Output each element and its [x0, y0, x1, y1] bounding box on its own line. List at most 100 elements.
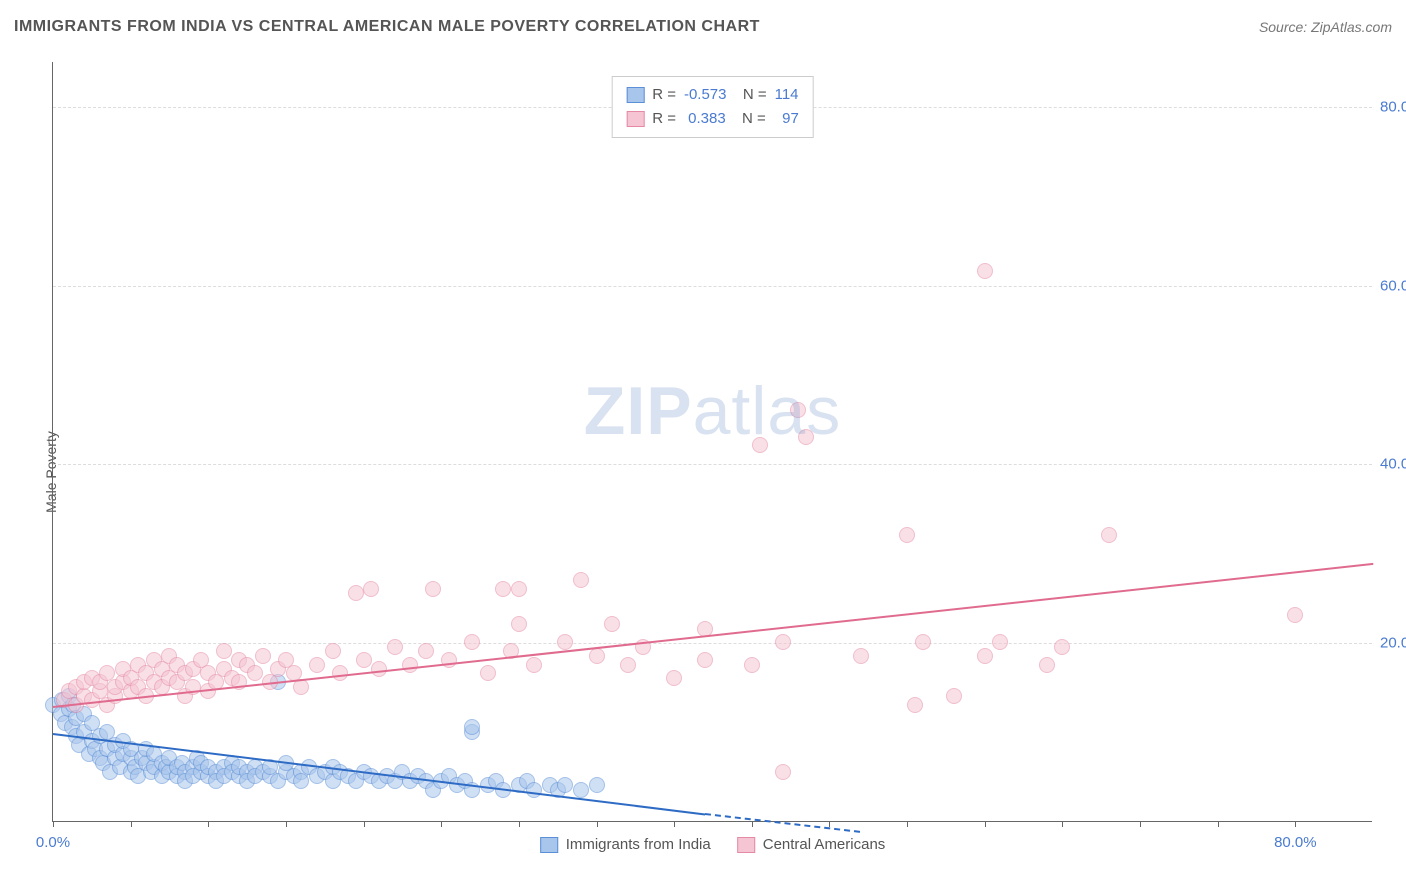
data-point — [495, 581, 511, 597]
watermark-light: atlas — [693, 373, 842, 449]
source-label: Source: ZipAtlas.com — [1259, 19, 1392, 35]
data-point — [1054, 639, 1070, 655]
data-point — [744, 657, 760, 673]
data-point — [557, 634, 573, 650]
legend-row-india: R = -0.573 N = 114 — [626, 83, 799, 107]
data-point — [946, 688, 962, 704]
data-point — [1039, 657, 1055, 673]
data-point — [526, 782, 542, 798]
legend-label-india: Immigrants from India — [566, 836, 711, 853]
data-point — [798, 429, 814, 445]
trend-line — [53, 563, 1373, 708]
x-tick — [674, 821, 675, 827]
data-point — [1287, 607, 1303, 623]
y-tick-label: 80.0% — [1380, 98, 1406, 115]
x-tick — [907, 821, 908, 827]
swatch-india — [626, 87, 644, 103]
data-point — [418, 643, 434, 659]
stat-n-label: N = — [734, 107, 766, 131]
x-tick — [1218, 821, 1219, 827]
data-point — [853, 648, 869, 664]
data-point — [899, 527, 915, 543]
x-tick — [752, 821, 753, 827]
stat-r-label: R = — [652, 107, 676, 131]
data-point — [620, 657, 636, 673]
gridline — [53, 464, 1372, 465]
data-point — [790, 402, 806, 418]
stat-n-val-india: 114 — [775, 83, 799, 107]
swatch-central-icon — [737, 837, 755, 853]
gridline — [53, 643, 1372, 644]
data-point — [666, 670, 682, 686]
x-tick — [985, 821, 986, 827]
x-tick — [519, 821, 520, 827]
data-point — [992, 634, 1008, 650]
stat-n-label: N = — [735, 83, 767, 107]
data-point — [464, 634, 480, 650]
header: IMMIGRANTS FROM INDIA VS CENTRAL AMERICA… — [14, 18, 1392, 36]
correlation-legend: R = -0.573 N = 114 R = 0.383 N = 97 — [611, 76, 814, 138]
trend-line — [705, 813, 861, 833]
x-tick — [597, 821, 598, 827]
x-tick-label: 80.0% — [1274, 834, 1317, 851]
data-point — [247, 665, 263, 681]
data-point — [977, 648, 993, 664]
data-point — [589, 777, 605, 793]
swatch-india-icon — [540, 837, 558, 853]
stat-r-label: R = — [652, 83, 676, 107]
series-legend: Immigrants from India Central Americans — [540, 836, 886, 853]
data-point — [309, 657, 325, 673]
data-point — [511, 616, 527, 632]
y-tick-label: 40.0% — [1380, 456, 1406, 473]
data-point — [752, 437, 768, 453]
data-point — [697, 652, 713, 668]
data-point — [511, 581, 527, 597]
data-point — [363, 581, 379, 597]
legend-row-central: R = 0.383 N = 97 — [626, 107, 799, 131]
data-point — [464, 719, 480, 735]
x-tick — [1062, 821, 1063, 827]
x-tick — [829, 821, 830, 827]
x-tick — [208, 821, 209, 827]
x-tick — [364, 821, 365, 827]
swatch-central — [626, 111, 644, 127]
x-tick — [131, 821, 132, 827]
data-point — [255, 648, 271, 664]
data-point — [775, 764, 791, 780]
stat-r-val-india: -0.573 — [684, 83, 727, 107]
legend-item-central: Central Americans — [737, 836, 886, 853]
x-tick — [441, 821, 442, 827]
data-point — [387, 639, 403, 655]
gridline — [53, 286, 1372, 287]
data-point — [216, 643, 232, 659]
plot-area: ZIPatlas R = -0.573 N = 114 R = 0.383 N … — [52, 62, 1372, 822]
data-point — [348, 585, 364, 601]
data-point — [1101, 527, 1117, 543]
data-point — [604, 616, 620, 632]
legend-label-central: Central Americans — [763, 836, 886, 853]
data-point — [915, 634, 931, 650]
data-point — [977, 263, 993, 279]
watermark-bold: ZIP — [584, 373, 693, 449]
y-tick-label: 20.0% — [1380, 635, 1406, 652]
data-point — [557, 777, 573, 793]
stat-r-val-central: 0.383 — [684, 107, 726, 131]
data-point — [526, 657, 542, 673]
data-point — [907, 697, 923, 713]
x-tick — [1295, 821, 1296, 827]
data-point — [425, 581, 441, 597]
x-tick — [53, 821, 54, 827]
y-tick-label: 60.0% — [1380, 277, 1406, 294]
data-point — [589, 648, 605, 664]
data-point — [573, 782, 589, 798]
chart-container: Male Poverty ZIPatlas R = -0.573 N = 114… — [0, 52, 1406, 892]
data-point — [402, 657, 418, 673]
data-point — [775, 634, 791, 650]
x-tick-label: 0.0% — [36, 834, 70, 851]
chart-title: IMMIGRANTS FROM INDIA VS CENTRAL AMERICA… — [14, 18, 760, 36]
data-point — [480, 665, 496, 681]
data-point — [573, 572, 589, 588]
x-tick — [1140, 821, 1141, 827]
stat-n-val-central: 97 — [774, 107, 799, 131]
x-tick — [286, 821, 287, 827]
